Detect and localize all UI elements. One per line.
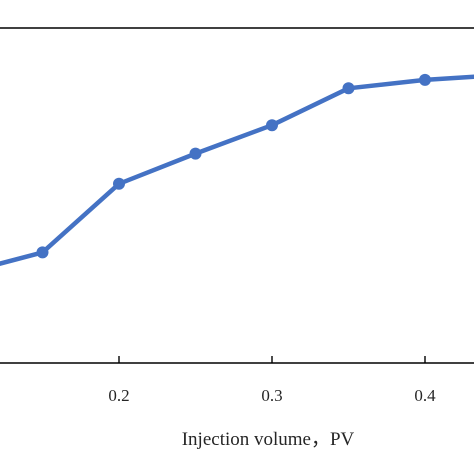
series-line [0, 74, 474, 266]
data-point [189, 147, 202, 160]
data-point [419, 73, 431, 86]
data-point [113, 177, 125, 190]
x-tick-label: 0.2 [108, 386, 129, 405]
x-ticks: 0.2 0.3 0.4 [108, 356, 436, 405]
data-point [36, 246, 49, 259]
x-tick-label: 0.4 [414, 386, 436, 405]
x-axis-title: Injection volume，PV [182, 429, 355, 450]
axes [0, 27, 474, 364]
data-point [266, 119, 278, 132]
x-tick-label: 0.3 [261, 386, 282, 405]
data-point [342, 82, 355, 95]
series [0, 73, 474, 266]
